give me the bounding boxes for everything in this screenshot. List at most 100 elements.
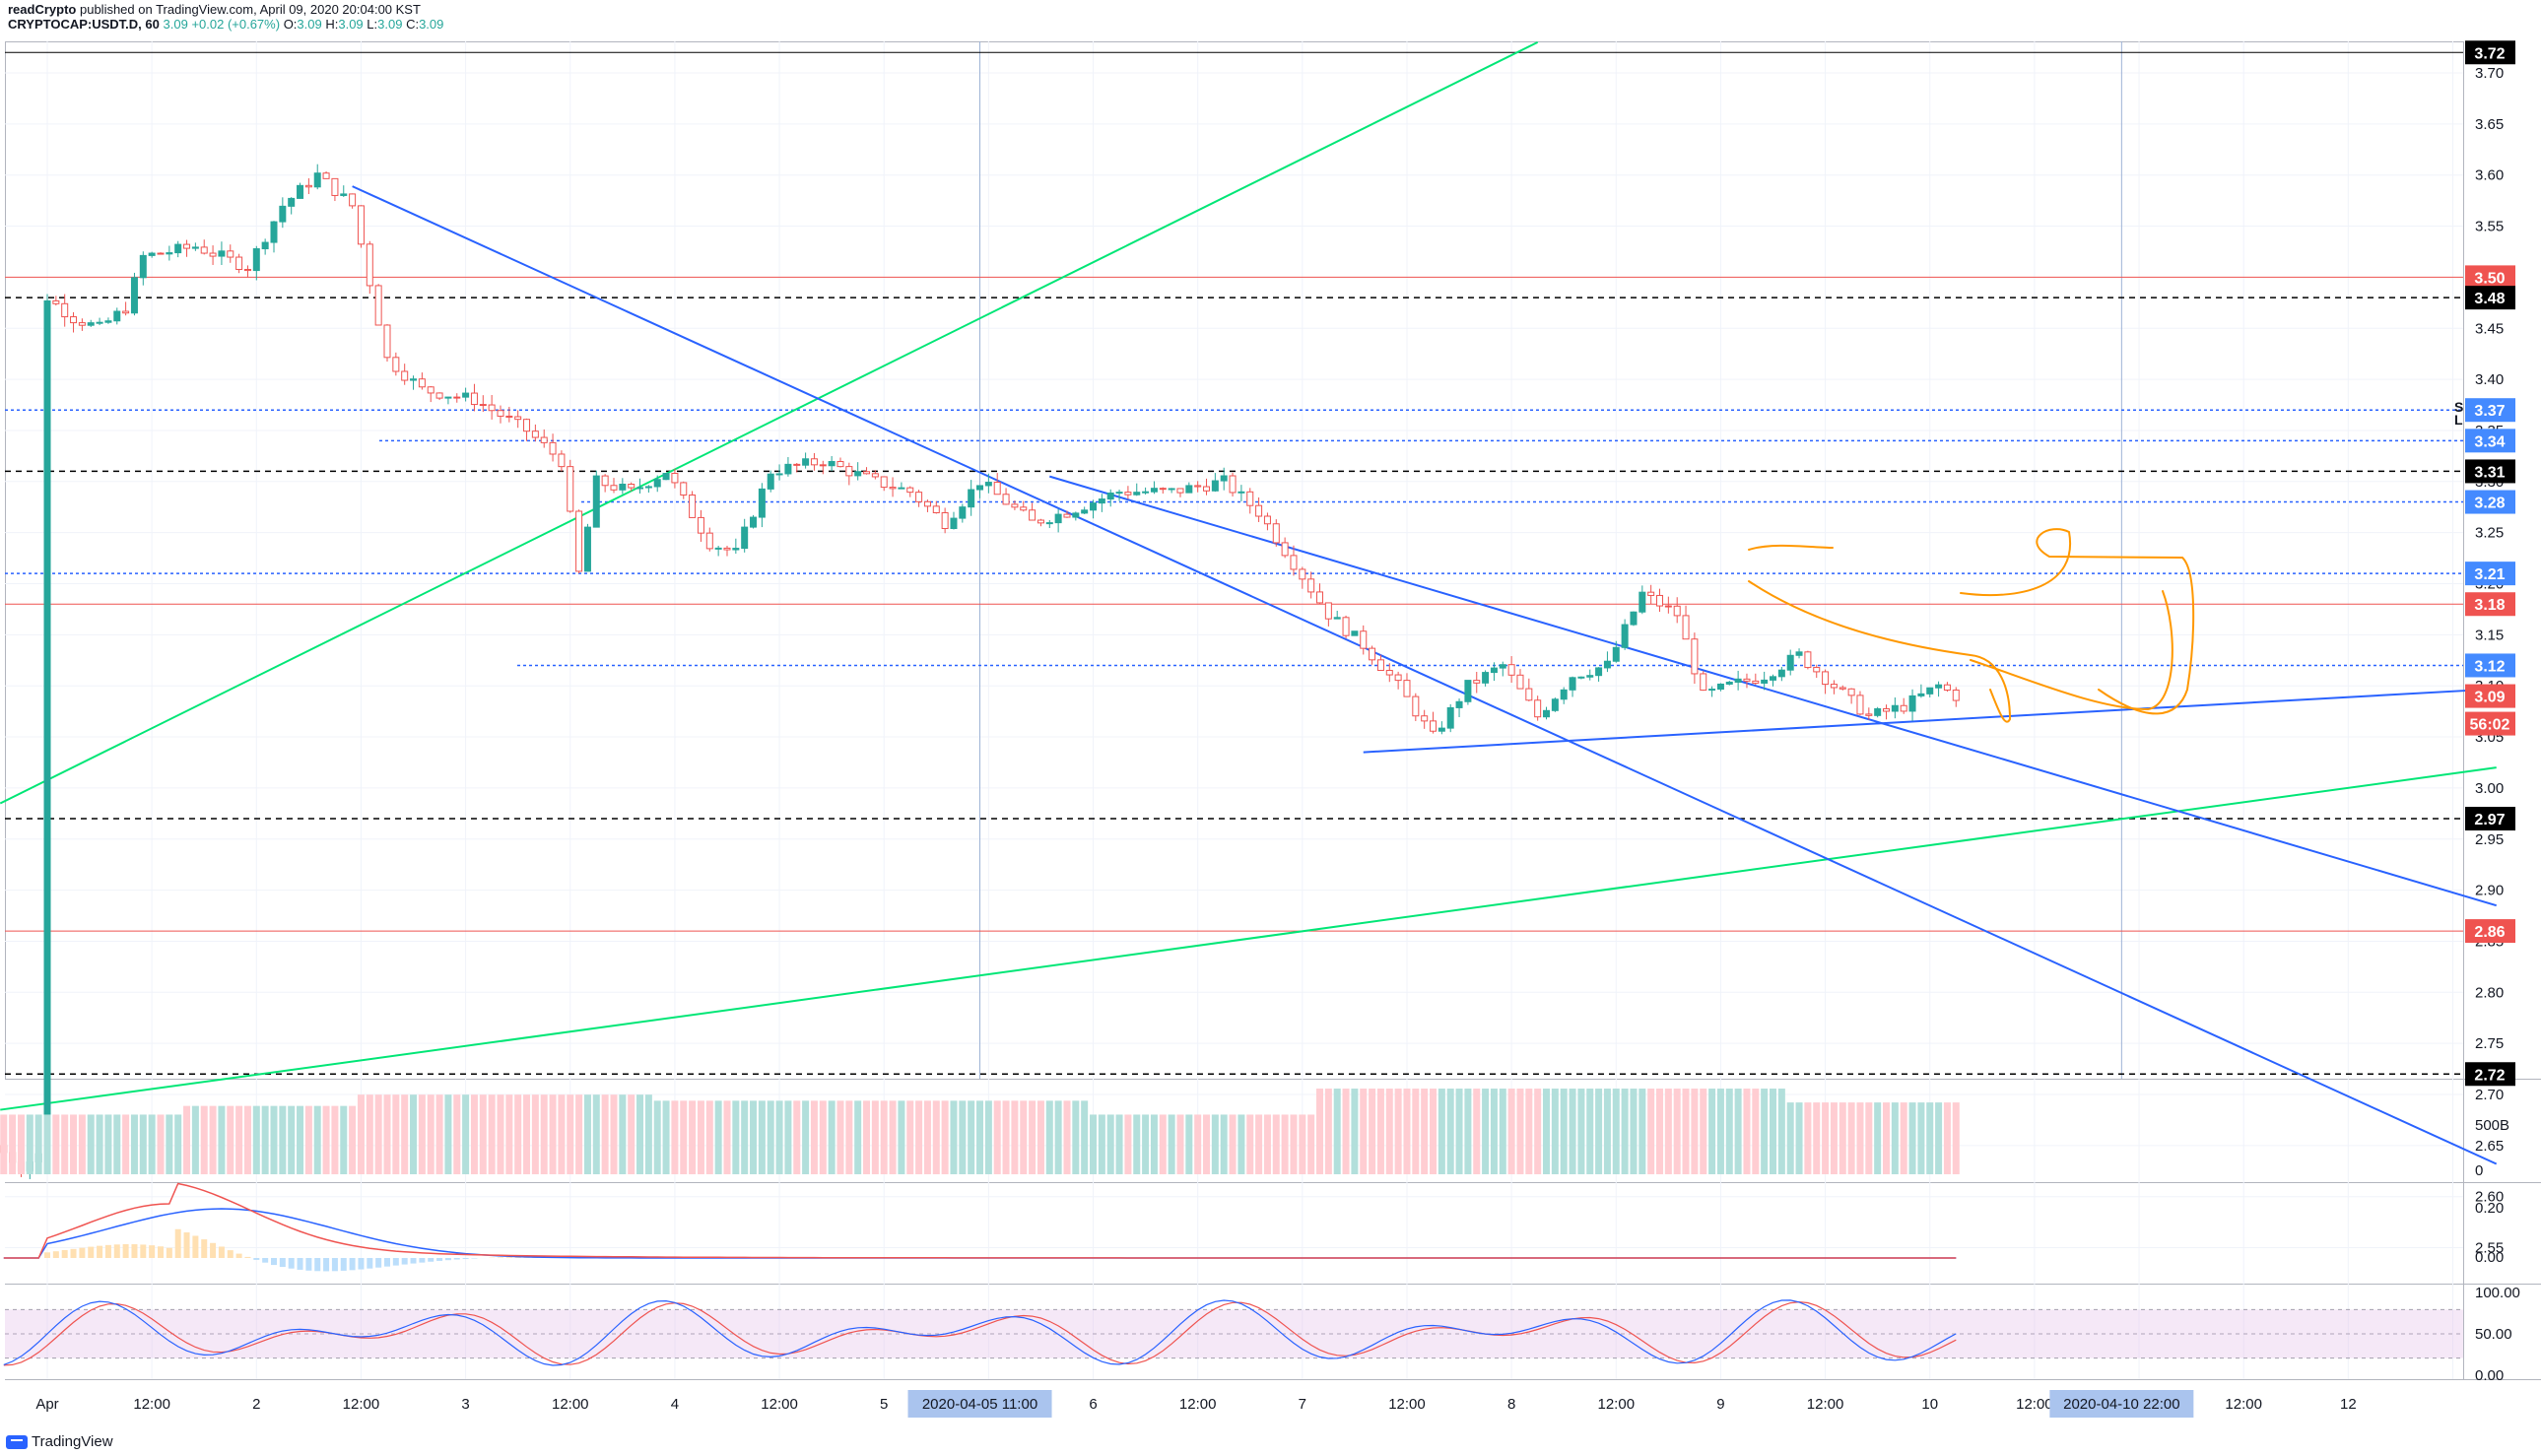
volume-bar xyxy=(1560,1089,1568,1174)
candle-body xyxy=(1691,638,1699,675)
time-tick-label: 12:00 xyxy=(1807,1396,1844,1413)
candle-body xyxy=(1438,727,1445,732)
volume-bar xyxy=(644,1094,652,1174)
volume-bar xyxy=(1106,1114,1114,1174)
time-tick-label: 4 xyxy=(671,1396,679,1413)
candle-body xyxy=(1865,713,1873,716)
volume-bar xyxy=(1360,1089,1368,1174)
time-tick-label: 2 xyxy=(252,1396,260,1413)
macd-histogram-bar xyxy=(444,1258,451,1261)
candle-body xyxy=(845,466,853,477)
candle-body xyxy=(1133,492,1141,496)
volume-bar xyxy=(1630,1089,1638,1174)
macd-histogram-bar xyxy=(462,1258,469,1259)
time-tick-label: 5 xyxy=(880,1396,888,1413)
volume-bar xyxy=(968,1100,975,1174)
price-label-text: 3.31 xyxy=(2474,464,2505,481)
volume-bar xyxy=(297,1105,304,1174)
volume-bar xyxy=(357,1094,365,1174)
candle-body xyxy=(313,172,321,188)
candle-body xyxy=(1124,492,1132,496)
candle-body xyxy=(349,193,357,207)
macd-histogram-bar xyxy=(349,1258,356,1271)
macd-histogram-bar xyxy=(201,1239,208,1258)
price-label-text: 2.86 xyxy=(2474,924,2505,941)
volume-bar xyxy=(9,1114,17,1174)
macd-histogram-bar xyxy=(436,1258,443,1261)
volume-bar xyxy=(1682,1089,1690,1174)
volume-bar xyxy=(1133,1114,1141,1174)
volume-bar xyxy=(784,1100,792,1174)
price-tick-label: 3.55 xyxy=(2475,219,2504,235)
volume-bar xyxy=(1482,1089,1490,1174)
indicator-tick-label: 0.20 xyxy=(2475,1200,2504,1217)
candle-body xyxy=(1237,491,1245,494)
volume-bar xyxy=(1507,1089,1515,1174)
ohlc-low: 3.09 xyxy=(377,17,403,32)
trend-line xyxy=(1049,475,2498,907)
candle-body xyxy=(1220,475,1228,482)
price-tick-label: 3.65 xyxy=(2475,116,2504,133)
volume-bar xyxy=(1455,1089,1463,1174)
volume-bar xyxy=(1176,1114,1184,1174)
candle-body xyxy=(1543,709,1551,718)
volume-bar xyxy=(932,1100,940,1174)
volume-bar xyxy=(1777,1089,1785,1174)
volume-bar xyxy=(628,1094,635,1174)
price-label-box xyxy=(2465,286,2515,310)
candle-body xyxy=(959,506,967,519)
price-label-box xyxy=(2465,562,2515,586)
candle-body xyxy=(1394,674,1402,682)
candle-body xyxy=(950,517,958,530)
candle-body xyxy=(1142,491,1150,494)
volume-bar xyxy=(418,1094,426,1174)
volume-bar xyxy=(1822,1102,1830,1174)
candle-body xyxy=(1203,486,1211,492)
time-axis[interactable]: Apr 12:00 2 12:00 3 12:00 4 12:00 5 6 12:00 7 12:00 8… xyxy=(35,1390,2357,1418)
candle-body xyxy=(1752,680,1760,684)
candle-body xyxy=(243,268,251,272)
price-axis[interactable]: 3.703.653.603.553.503.453.403.353.303.25… xyxy=(2475,65,2520,1384)
volume-bar xyxy=(374,1094,382,1174)
candle-body xyxy=(1255,504,1263,517)
candle-body xyxy=(810,458,818,466)
volume-bar xyxy=(1464,1089,1472,1174)
macd-histogram-bar xyxy=(88,1246,95,1258)
candle-body xyxy=(671,473,679,484)
volume-bar xyxy=(157,1114,165,1174)
candle-body xyxy=(1856,695,1864,715)
price-tick-label: 2.80 xyxy=(2475,984,2504,1001)
author-name[interactable]: readCrypto xyxy=(8,2,77,17)
trend-line xyxy=(352,185,2498,1165)
candle-body xyxy=(479,404,487,407)
price-tick-label: 3.40 xyxy=(2475,371,2504,388)
candle-body xyxy=(1630,611,1638,626)
candle-body xyxy=(1577,676,1585,679)
candle-body xyxy=(1324,602,1332,620)
candle-body xyxy=(70,316,78,324)
candle-body xyxy=(1385,670,1393,676)
candle-body xyxy=(331,177,339,196)
candle-body xyxy=(1106,492,1114,500)
volume-bar xyxy=(470,1094,478,1174)
candle-body xyxy=(1700,673,1707,692)
volume-bar xyxy=(1647,1089,1655,1174)
volume-bar xyxy=(1307,1114,1315,1174)
volume-bar xyxy=(1525,1089,1533,1174)
candle-body xyxy=(270,221,278,243)
macd-histogram-bar xyxy=(331,1258,338,1272)
volume-bar xyxy=(750,1100,758,1174)
candle-body xyxy=(191,246,199,249)
symbol-name[interactable]: CRYPTOCAP:USDT.D, 60 xyxy=(8,17,160,32)
volume-bar xyxy=(1029,1100,1036,1174)
volume-bar xyxy=(854,1100,862,1174)
price-label-text: 3.09 xyxy=(2474,690,2505,706)
tradingview-logo[interactable]: TradingView xyxy=(6,1433,113,1450)
candle-body xyxy=(793,463,801,466)
volume-bar xyxy=(1804,1102,1812,1174)
volume-bar xyxy=(1229,1114,1237,1174)
candle-body xyxy=(1874,707,1882,716)
candle-body xyxy=(558,453,566,468)
ohlc-open: 3.09 xyxy=(297,17,322,32)
